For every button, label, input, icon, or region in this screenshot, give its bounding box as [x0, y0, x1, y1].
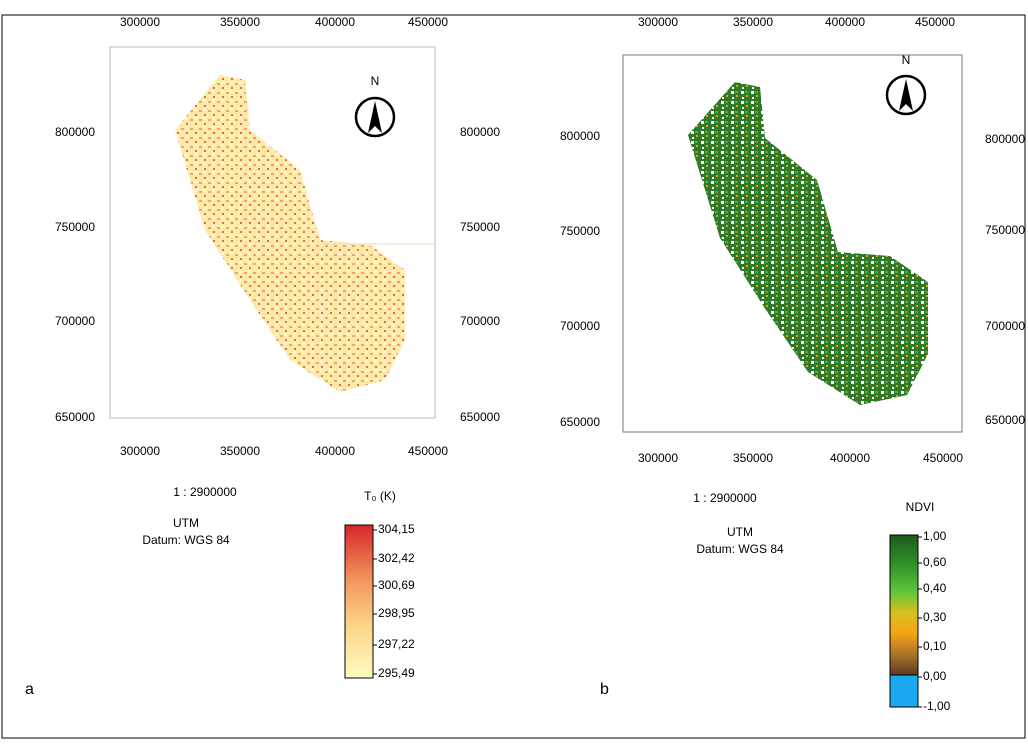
- x-tick-label: 300000: [638, 451, 678, 465]
- colorbar: [890, 535, 918, 675]
- y-tick-label: 800000: [560, 129, 600, 143]
- legend-label: 0,30: [923, 610, 947, 624]
- x-tick-label: 350000: [220, 15, 260, 29]
- y-tick-label: 650000: [460, 410, 500, 424]
- x-tick-label: 300000: [120, 15, 160, 29]
- datum-label: Datum: WGS 84: [696, 542, 784, 556]
- y-tick-label: 750000: [985, 223, 1025, 237]
- datum-label: Datum: WGS 84: [142, 533, 230, 547]
- x-tick-label: 400000: [315, 15, 355, 29]
- legend-label: 1,00: [923, 529, 947, 543]
- x-tick-label: 400000: [825, 15, 865, 29]
- y-tick-label: 650000: [55, 410, 95, 424]
- x-tick-label: 400000: [315, 444, 355, 458]
- colorbar-negative: [890, 675, 918, 707]
- x-tick-label: 450000: [923, 451, 963, 465]
- x-tick-label: 300000: [638, 15, 678, 29]
- scale-label: 1 : 2900000: [173, 485, 237, 499]
- x-tick-label: 300000: [120, 444, 160, 458]
- y-tick-label: 750000: [560, 224, 600, 238]
- legend-label: 304,15: [378, 522, 415, 536]
- y-tick-label: 700000: [460, 314, 500, 328]
- y-tick-label: 800000: [55, 125, 95, 139]
- north-label: N: [902, 53, 911, 67]
- projection-label: UTM: [173, 516, 199, 530]
- legend-label: 297,22: [378, 637, 415, 651]
- y-tick-label: 750000: [55, 220, 95, 234]
- y-tick-label: 650000: [560, 415, 600, 429]
- x-tick-label: 450000: [408, 15, 448, 29]
- x-tick-label: 350000: [733, 451, 773, 465]
- y-tick-label: 650000: [985, 413, 1025, 427]
- legend-label: 300,69: [378, 578, 415, 592]
- colorbar: [345, 525, 373, 678]
- y-tick-label: 750000: [460, 220, 500, 234]
- panel-letter: a: [25, 681, 34, 698]
- legend-label: 302,42: [378, 551, 415, 565]
- y-tick-label: 700000: [560, 319, 600, 333]
- x-tick-label: 450000: [408, 444, 448, 458]
- y-tick-label: 800000: [985, 132, 1025, 146]
- x-tick-label: 350000: [733, 15, 773, 29]
- x-tick-label: 450000: [915, 15, 955, 29]
- legend-label: 0,00: [923, 669, 947, 683]
- x-tick-label: 350000: [220, 444, 260, 458]
- projection-label: UTM: [727, 525, 753, 539]
- region-map: [688, 82, 928, 405]
- panel-letter: b: [600, 681, 609, 698]
- x-tick-label: 400000: [830, 451, 870, 465]
- legend-label: 295,49: [378, 666, 415, 680]
- legend-title: T₀ (K): [364, 489, 396, 503]
- legend-label: 0,10: [923, 639, 947, 653]
- scale-label: 1 : 2900000: [693, 491, 757, 505]
- legend-label: 298,95: [378, 606, 415, 620]
- legend-label: 0,40: [923, 581, 947, 595]
- y-tick-label: 700000: [55, 314, 95, 328]
- legend-label: 0,60: [923, 555, 947, 569]
- legend-label: -1,00: [923, 699, 951, 713]
- y-tick-label: 700000: [985, 319, 1025, 333]
- north-label: N: [371, 74, 380, 88]
- legend-title: NDVI: [906, 500, 935, 514]
- figure: 300000 350000 400000 450000 300000 350000 4000…: [0, 0, 1028, 740]
- y-tick-label: 800000: [460, 125, 500, 139]
